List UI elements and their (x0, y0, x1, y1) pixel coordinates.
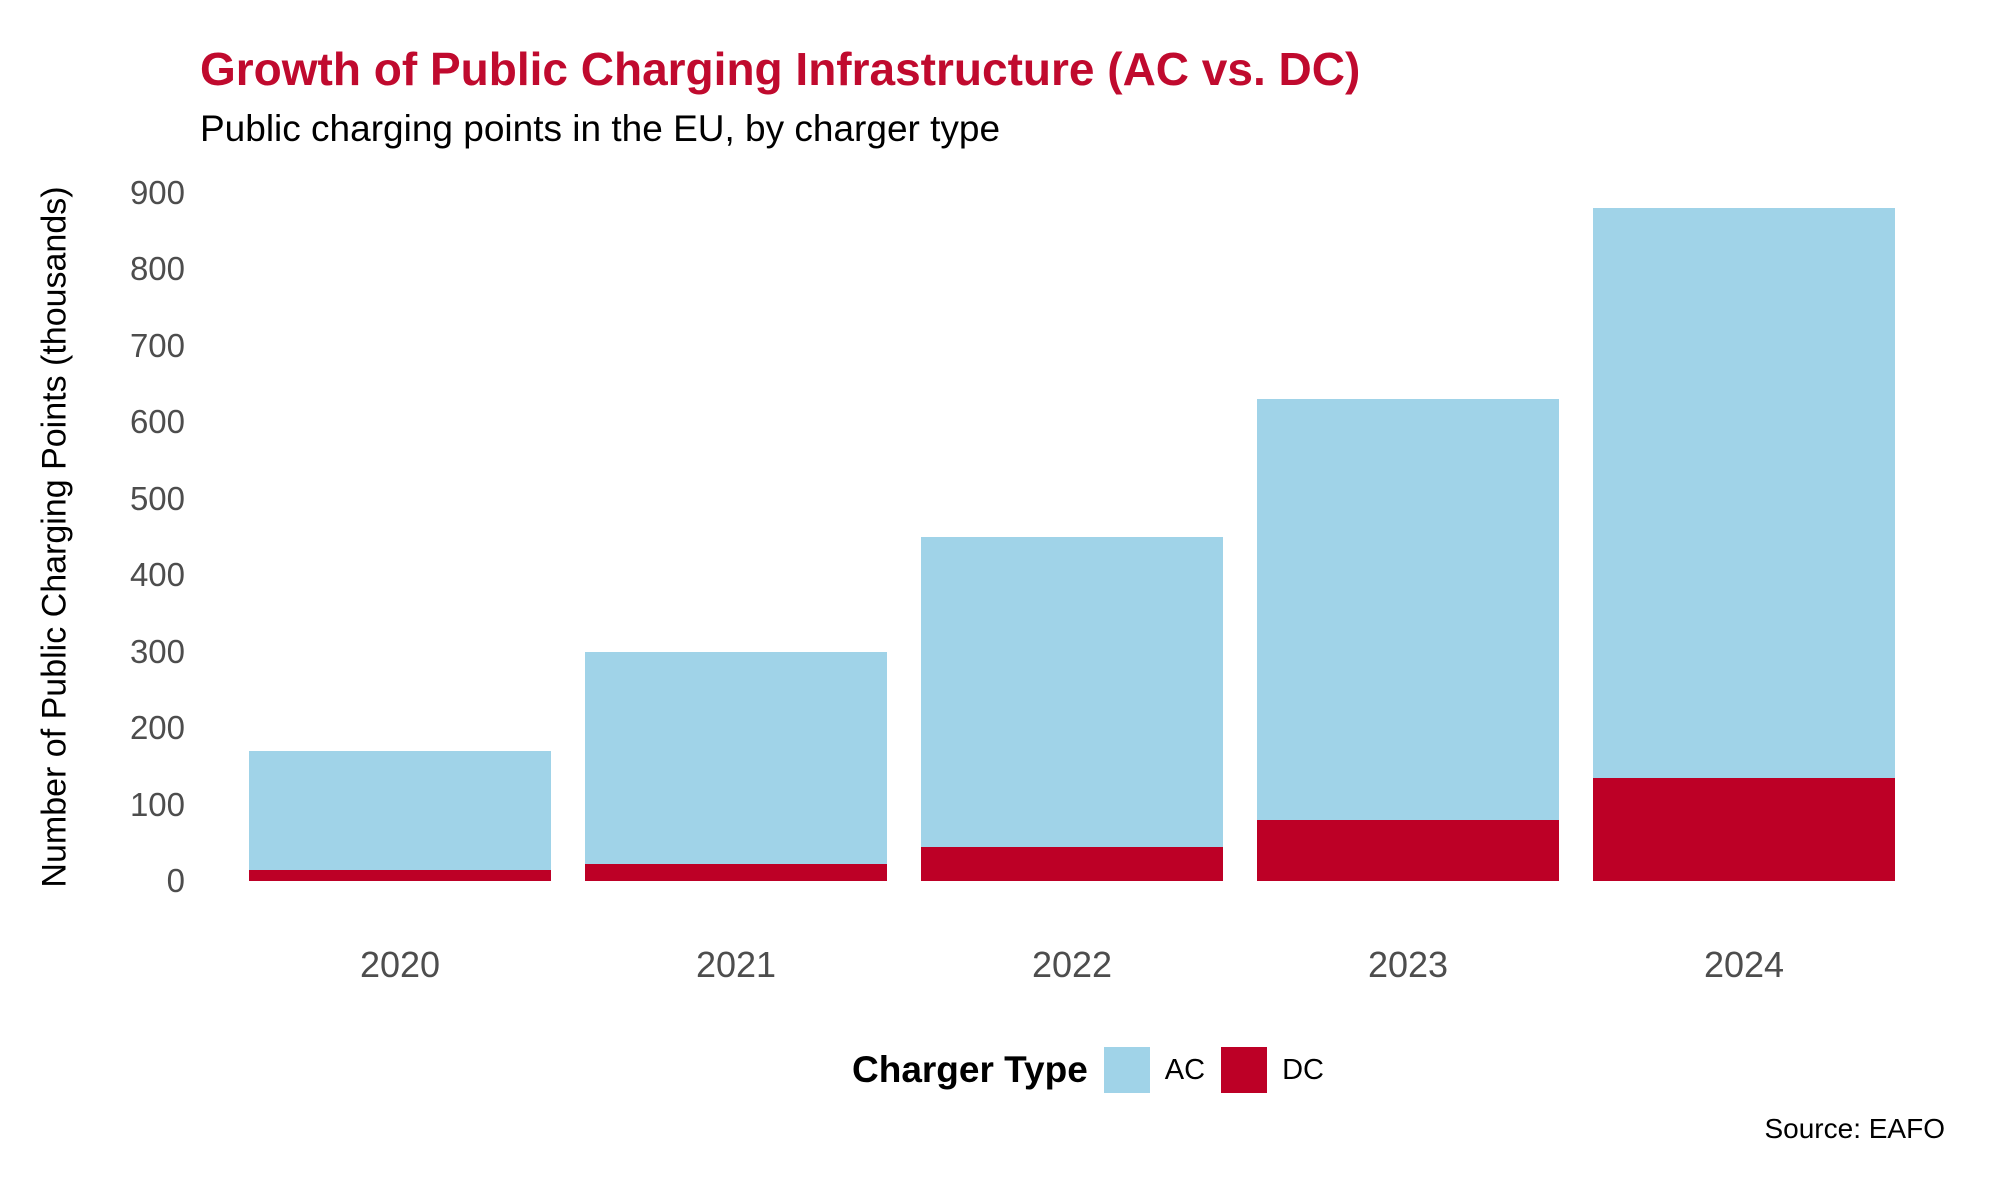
source-note: Source: EAFO (1764, 1113, 1945, 1144)
legend-label: DC (1282, 1053, 1324, 1086)
x-tick-label: 2024 (1703, 944, 1785, 985)
bar-segment-dc-2024 (1593, 777, 1895, 881)
bar-segment-ac-2020 (249, 751, 551, 870)
y-tick-label: 0 (166, 862, 185, 899)
x-tick-label: 2020 (359, 944, 441, 985)
y-tick-label: 600 (129, 403, 185, 441)
y-tick-label: 400 (129, 556, 185, 594)
y-tick-label: 300 (129, 632, 185, 670)
y-tick-label: 700 (129, 326, 185, 364)
x-tick-label: 2021 (695, 944, 777, 985)
y-tick-label: 900 (129, 174, 185, 211)
chart-subtitle: Public charging points in the EU, by cha… (200, 108, 1001, 149)
x-tick-label: 2023 (1367, 944, 1449, 985)
chart-title: Growth of Public Charging Infrastructure… (200, 43, 1361, 95)
x-tick-label: 2022 (1031, 944, 1113, 985)
bar-segment-dc-2021 (585, 864, 887, 881)
bar-segment-ac-2022 (921, 537, 1223, 847)
y-tick-label: 500 (129, 479, 185, 517)
y-tick-label: 800 (129, 250, 185, 288)
legend-label: AC (1164, 1053, 1206, 1086)
legend-swatch-dc (1221, 1047, 1268, 1093)
y-tick-label: 200 (129, 709, 185, 747)
bar-segment-dc-2022 (921, 846, 1223, 881)
legend-item-dc: DC (1221, 1047, 1324, 1093)
bar-segment-ac-2023 (1257, 399, 1559, 820)
legend-title: Charger Type (852, 1049, 1088, 1090)
y-axis-title: Number of Public Charging Points (thousa… (35, 186, 74, 888)
bar-segment-dc-2020 (249, 869, 551, 881)
bar-segment-dc-2023 (1257, 819, 1559, 881)
legend-item-ac: AC (1103, 1047, 1206, 1093)
legend: Charger Type AC DC (852, 1040, 1324, 1100)
y-tick-label: 100 (129, 785, 185, 823)
legend-swatch-ac (1103, 1047, 1150, 1093)
bar-segment-ac-2024 (1593, 208, 1895, 778)
bar-segment-ac-2021 (585, 651, 887, 865)
